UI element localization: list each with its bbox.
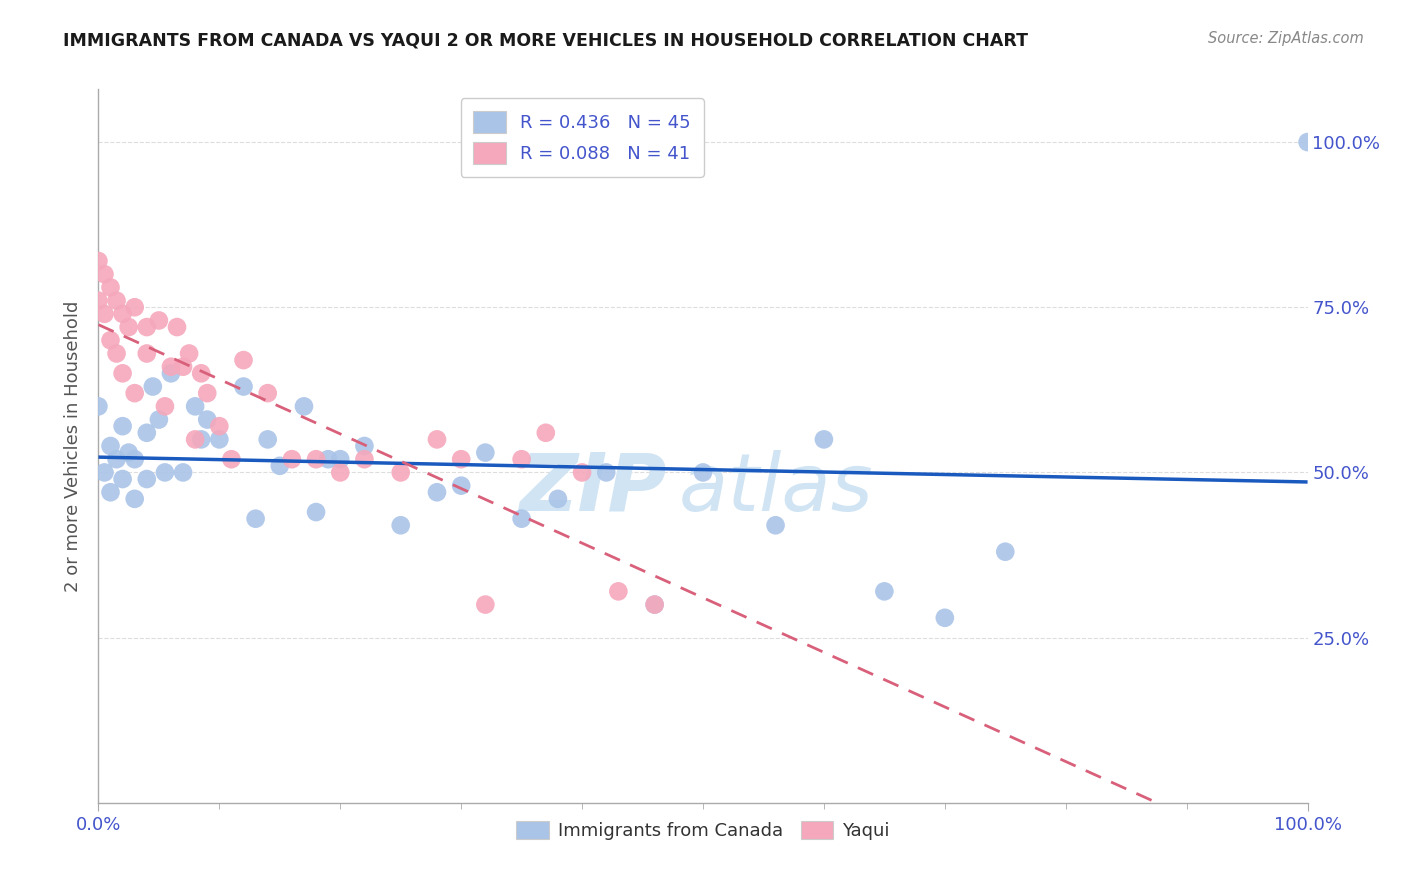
- Point: [232, 379, 254, 393]
- Point: [111, 419, 134, 434]
- Point: [534, 425, 557, 440]
- Point: [105, 293, 128, 308]
- Point: [765, 518, 787, 533]
- Point: [873, 584, 896, 599]
- Point: [184, 433, 207, 447]
- Point: [153, 466, 176, 480]
- Text: IMMIGRANTS FROM CANADA VS YAQUI 2 OR MORE VEHICLES IN HOUSEHOLD CORRELATION CHAR: IMMIGRANTS FROM CANADA VS YAQUI 2 OR MOR…: [63, 31, 1028, 49]
- Point: [118, 445, 141, 459]
- Point: [111, 307, 134, 321]
- Point: [426, 433, 449, 447]
- Point: [547, 491, 569, 506]
- Point: [644, 598, 666, 612]
- Point: [148, 412, 170, 426]
- Point: [256, 386, 278, 401]
- Point: [595, 466, 617, 480]
- Point: [316, 452, 339, 467]
- Point: [124, 386, 146, 401]
- Point: [607, 584, 630, 599]
- Point: [142, 379, 165, 393]
- Point: [190, 433, 212, 447]
- Point: [124, 452, 146, 467]
- Text: atlas: atlas: [679, 450, 873, 528]
- Point: [692, 466, 714, 480]
- Point: [135, 346, 157, 360]
- Point: [100, 485, 122, 500]
- Point: [195, 412, 218, 426]
- Point: [353, 439, 375, 453]
- Point: [93, 307, 115, 321]
- Point: [179, 346, 201, 360]
- Point: [221, 452, 243, 467]
- Point: [172, 466, 194, 480]
- Point: [208, 433, 231, 447]
- Point: [1296, 135, 1319, 149]
- Point: [160, 367, 183, 381]
- Point: [111, 472, 134, 486]
- Point: [135, 320, 157, 334]
- Text: Source: ZipAtlas.com: Source: ZipAtlas.com: [1208, 31, 1364, 46]
- Point: [510, 511, 533, 525]
- Point: [93, 267, 115, 281]
- Point: [450, 478, 472, 492]
- Point: [474, 445, 496, 459]
- Point: [105, 452, 128, 467]
- Point: [111, 367, 134, 381]
- Point: [124, 300, 146, 314]
- Y-axis label: 2 or more Vehicles in Household: 2 or more Vehicles in Household: [65, 301, 83, 591]
- Point: [934, 611, 956, 625]
- Point: [100, 439, 122, 453]
- Point: [474, 598, 496, 612]
- Point: [93, 466, 115, 480]
- Legend: Immigrants from Canada, Yaqui: Immigrants from Canada, Yaqui: [509, 814, 897, 847]
- Point: [305, 452, 328, 467]
- Point: [329, 466, 352, 480]
- Text: ZIP: ZIP: [519, 450, 666, 528]
- Point: [135, 425, 157, 440]
- Point: [87, 400, 110, 414]
- Point: [813, 433, 835, 447]
- Point: [208, 419, 231, 434]
- Point: [105, 346, 128, 360]
- Point: [426, 485, 449, 500]
- Point: [166, 320, 188, 334]
- Point: [160, 359, 183, 374]
- Point: [172, 359, 194, 374]
- Point: [100, 280, 122, 294]
- Point: [135, 472, 157, 486]
- Point: [305, 505, 328, 519]
- Point: [232, 353, 254, 368]
- Point: [256, 433, 278, 447]
- Point: [329, 452, 352, 467]
- Point: [245, 511, 267, 525]
- Point: [389, 466, 412, 480]
- Point: [644, 598, 666, 612]
- Point: [450, 452, 472, 467]
- Point: [195, 386, 218, 401]
- Point: [100, 333, 122, 347]
- Point: [269, 458, 291, 473]
- Point: [190, 367, 212, 381]
- Point: [994, 545, 1017, 559]
- Point: [281, 452, 304, 467]
- Point: [353, 452, 375, 467]
- Point: [510, 452, 533, 467]
- Point: [389, 518, 412, 533]
- Point: [571, 466, 593, 480]
- Point: [124, 491, 146, 506]
- Point: [153, 400, 176, 414]
- Point: [292, 400, 315, 414]
- Point: [87, 254, 110, 268]
- Point: [87, 293, 110, 308]
- Point: [184, 400, 207, 414]
- Point: [148, 313, 170, 327]
- Point: [118, 320, 141, 334]
